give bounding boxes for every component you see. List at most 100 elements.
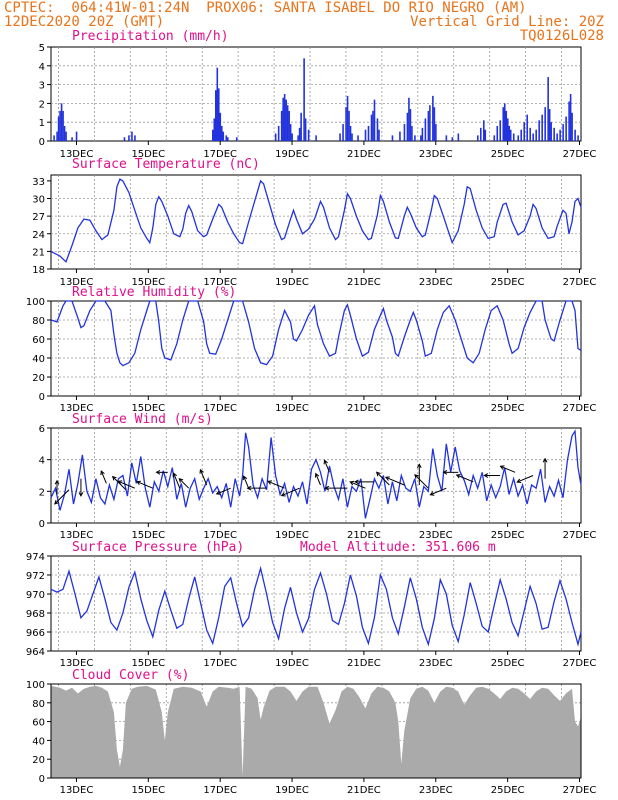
wind-ytick-label: 2 xyxy=(39,487,45,498)
precip-bar xyxy=(571,112,573,141)
wind-arrow-head xyxy=(384,476,390,481)
precip-xtick-label: 19DEC xyxy=(275,149,309,160)
precip-bar xyxy=(414,135,416,141)
precip-bar xyxy=(307,129,310,141)
cloud-ytick-label: 80 xyxy=(32,699,45,710)
precip-xtick-label: 13DEC xyxy=(60,149,94,160)
temp-xtick-label: 15DEC xyxy=(131,277,165,288)
precip-bar xyxy=(408,97,410,141)
precip-bar xyxy=(568,101,570,141)
precip-bar xyxy=(529,127,531,141)
precip-bar xyxy=(342,124,344,141)
wind-arrow-head xyxy=(516,478,522,483)
wind-ytick-label: 0 xyxy=(39,519,45,530)
wind-arrow-head xyxy=(323,459,328,465)
rh-title: Relative Humidity (%) xyxy=(72,285,236,300)
precip-bar xyxy=(556,133,558,141)
rh-xtick-label: 13DEC xyxy=(60,403,94,414)
wind-arrow xyxy=(385,476,405,486)
temp-xtick-label: 27DEC xyxy=(563,277,597,288)
cloud-xtick-label: 21DEC xyxy=(347,785,381,796)
precip-xtick-label: 15DEC xyxy=(131,149,165,160)
precip-bar xyxy=(505,110,508,141)
rh-xtick-label: 23DEC xyxy=(419,403,453,414)
wind-arrow xyxy=(517,475,534,483)
precip-bar xyxy=(220,125,223,141)
temp-xtick-label: 13DEC xyxy=(60,277,94,288)
pressure-title: Surface Pressure (hPa) xyxy=(72,540,244,555)
wind-arrow-head xyxy=(455,474,461,479)
wind-arrow-head xyxy=(242,475,248,481)
precip-bar xyxy=(225,135,228,141)
precip-bar xyxy=(496,125,499,141)
cloud-xtick-label: 15DEC xyxy=(131,785,165,796)
wind-arrow-head xyxy=(117,480,123,485)
precip-bar xyxy=(297,135,299,141)
precip-bar xyxy=(506,118,509,141)
precip-bar xyxy=(286,105,289,141)
rh-xtick-label: 19DEC xyxy=(275,403,309,414)
precip-bar xyxy=(550,122,552,141)
wind-arrow-head xyxy=(314,472,320,478)
precip-bar xyxy=(291,133,293,141)
precip-bar xyxy=(411,125,413,141)
wind-ytick-label: 6 xyxy=(39,424,45,435)
wind-xtick-label: 23DEC xyxy=(419,530,453,541)
precip-bar xyxy=(553,127,555,141)
wind-xtick-label: 25DEC xyxy=(491,530,525,541)
wind-arrow xyxy=(315,473,321,486)
precip-bar xyxy=(75,131,78,141)
precip-bar xyxy=(367,125,370,141)
pressure-ytick-label: 966 xyxy=(26,628,45,639)
wind-arrow xyxy=(281,487,300,497)
temp-title: Surface Temperature (nC) xyxy=(72,157,260,172)
precip-bar xyxy=(520,129,523,141)
cloud-ytick-label: 0 xyxy=(39,774,45,785)
wind-arrow xyxy=(456,474,474,483)
wind-xtick-label: 19DEC xyxy=(275,530,309,541)
precip-bar xyxy=(574,129,576,141)
wind-arrow xyxy=(173,473,181,489)
cloud-ytick-label: 20 xyxy=(32,755,45,766)
wind-xtick-label: 21DEC xyxy=(347,530,381,541)
wind-arrow xyxy=(118,480,136,489)
precip-bar xyxy=(373,99,376,141)
precip-bar xyxy=(351,133,353,141)
precip-bar xyxy=(349,125,352,141)
temp-ytick-label: 27 xyxy=(32,212,45,223)
precip-bar xyxy=(435,124,437,141)
temp-ytick-label: 18 xyxy=(32,265,45,276)
precip-bar xyxy=(277,125,280,141)
wind-arrow xyxy=(243,475,250,489)
precip-bar xyxy=(544,107,546,141)
precip-ytick-label: 3 xyxy=(39,81,45,92)
precip-bar xyxy=(484,129,487,141)
precip-bar xyxy=(559,129,561,141)
precip-bar xyxy=(282,97,284,141)
precip-bar xyxy=(128,135,130,141)
precip-xtick-label: 23DEC xyxy=(419,149,453,160)
precip-bar xyxy=(517,135,520,141)
precip-bar xyxy=(406,112,409,141)
precip-bar xyxy=(421,127,424,141)
temp-xtick-label: 19DEC xyxy=(275,277,309,288)
precip-bar xyxy=(62,110,64,141)
temp-ytick-label: 33 xyxy=(32,177,45,188)
wind-arrow xyxy=(54,489,70,505)
pressure-xtick-label: 15DEC xyxy=(131,658,165,669)
precip-bar xyxy=(288,110,290,141)
wind-xtick-label: 17DEC xyxy=(203,530,237,541)
rh-xtick-label: 25DEC xyxy=(491,403,525,414)
wind-arrow-head xyxy=(375,471,381,477)
precip-bar xyxy=(303,58,305,141)
rh-xtick-label: 15DEC xyxy=(131,403,165,414)
wind-xtick-label: 13DEC xyxy=(60,530,94,541)
precip-xtick-label: 27DEC xyxy=(563,149,597,160)
precip-bar xyxy=(451,137,454,141)
rh-xtick-label: 27DEC xyxy=(563,403,597,414)
temp-ytick-label: 21 xyxy=(32,247,45,258)
precip-bar xyxy=(479,127,482,141)
wind-arrow-head xyxy=(78,492,84,497)
precip-bar xyxy=(509,129,512,141)
